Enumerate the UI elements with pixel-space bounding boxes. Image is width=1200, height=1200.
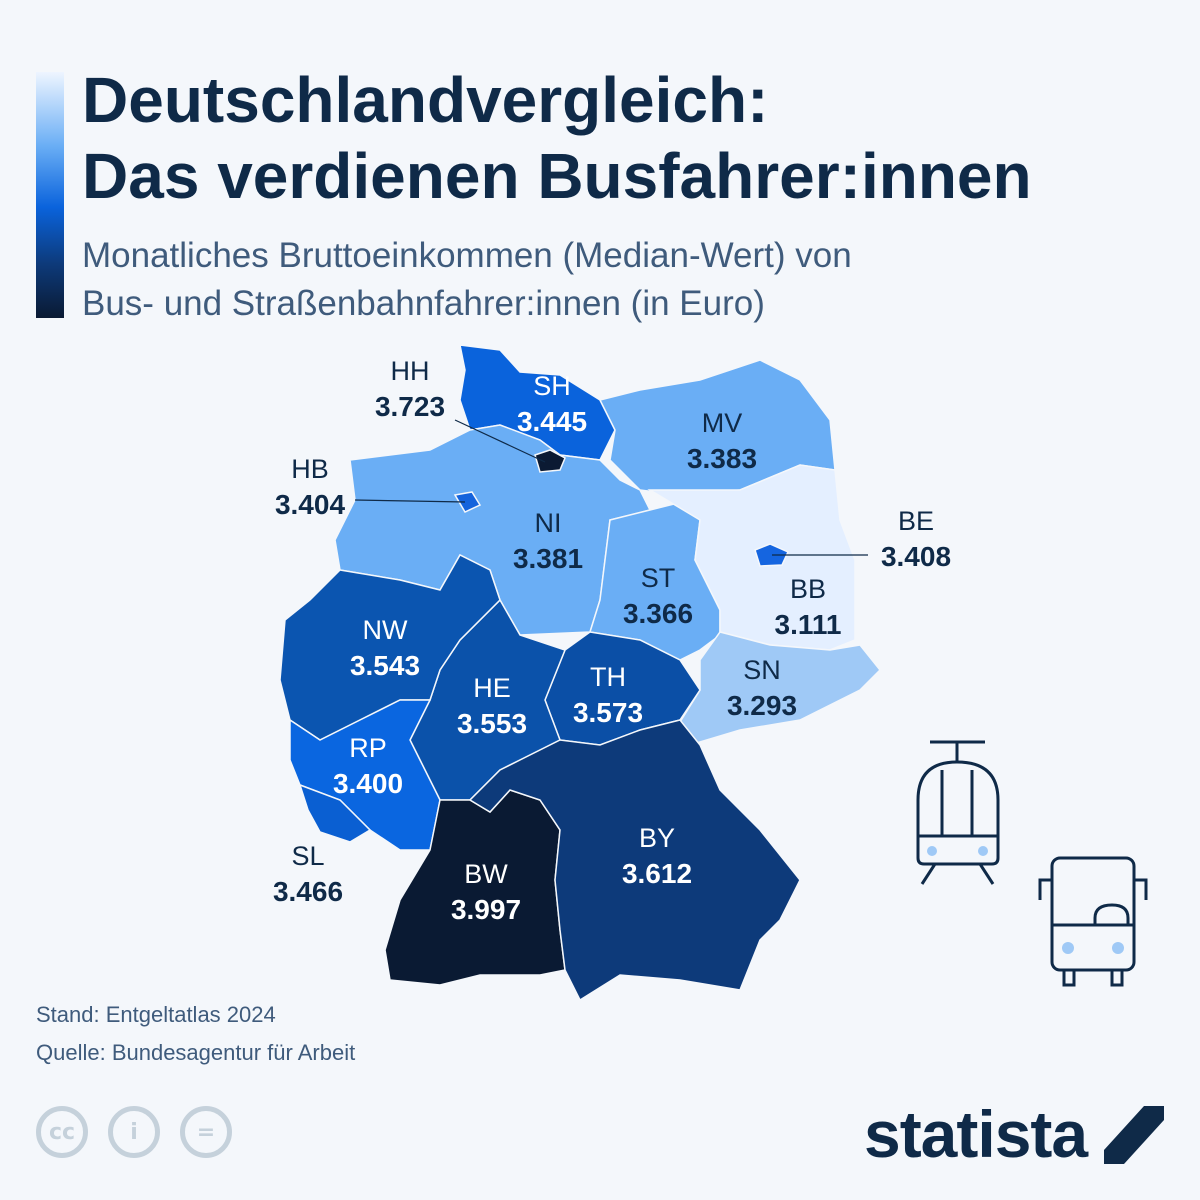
region-value-NI: 3.381 [513,543,583,574]
source: Quelle: Bundesagentur für Arbeit [36,1040,356,1065]
region-value-SL: 3.466 [273,876,343,907]
source-date: Stand: Entgeltatlas 2024 [36,1002,276,1027]
region-code-HE: HE [473,673,511,703]
region-value-TH: 3.573 [573,697,643,728]
nd-icon: = [180,1106,232,1158]
region-code-RP: RP [349,733,387,763]
region-code-ST: ST [641,563,676,593]
statista-logo: statista [864,1097,1088,1171]
region-code-BY: BY [639,823,675,853]
region-value-BY: 3.612 [622,858,692,889]
region-value-RP: 3.400 [333,768,403,799]
region-value-MV: 3.383 [687,443,757,474]
region-value-BE: 3.408 [881,541,951,572]
region-value-BW: 3.997 [451,894,521,925]
cc-icon: cc [36,1106,88,1158]
region-value-NW: 3.543 [350,650,420,681]
region-code-MV: MV [702,408,743,438]
region-code-TH: TH [590,662,626,692]
region-code-NI: NI [535,508,562,538]
region-value-BB: 3.111 [775,609,842,640]
region-code-BE: BE [898,506,934,536]
by-icon: i [108,1106,160,1158]
page-title: Deutschlandvergleich: Das verdienen Busfa… [82,64,1032,212]
tram-icon [916,740,1000,885]
region-code-HB: HB [291,454,329,484]
region-BB [647,464,856,651]
region-code-SH: SH [533,371,571,401]
region-code-BW: BW [464,859,508,889]
region-value-SN: 3.293 [727,690,797,721]
region-code-HH: HH [391,356,430,386]
region-BE [754,543,789,567]
leader-lines [354,419,868,556]
region-value-ST: 3.366 [623,598,693,629]
region-BY [468,719,801,1002]
region-code-SN: SN [743,655,781,685]
region-value-SH: 3.445 [517,406,587,437]
region-HH [534,449,566,473]
region-HB [453,491,482,513]
region-value-HE: 3.553 [457,708,527,739]
bus-icon [1038,856,1148,987]
region-SN [674,631,882,746]
region-code-BB: BB [790,574,826,604]
statista-logo-mark-icon [1104,1106,1164,1164]
region-SL [298,783,372,843]
region-code-SL: SL [291,841,324,871]
region-value-HB: 3.404 [275,489,345,520]
color-scale-bar [36,72,64,318]
subtitle: Monatliches Bruttoeinkommen (Median-Wert… [82,236,852,323]
region-code-NW: NW [363,615,408,645]
region-value-HH: 3.723 [375,391,445,422]
